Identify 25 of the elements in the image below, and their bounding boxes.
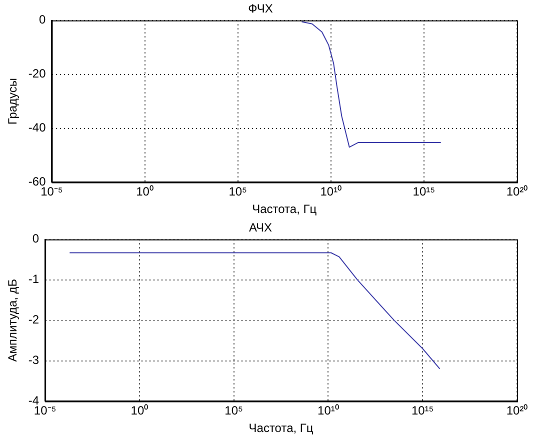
x-tick-label: 10⁻⁵	[40, 184, 63, 199]
x-axis-title: Частота, Гц	[252, 202, 317, 216]
x-tick-label: 10²⁰	[506, 404, 528, 418]
x-tick-label: 10⁻⁵	[34, 404, 56, 418]
y-tick-label: 0	[39, 12, 46, 27]
chart-title: АЧХ	[248, 220, 272, 235]
y-tick-label: -3	[28, 353, 40, 368]
chart-title: ФЧХ	[248, 2, 273, 16]
y-tick-label: -2	[28, 312, 40, 327]
x-tick-label: 10⁵	[224, 404, 244, 418]
x-tick-label: 10¹⁵	[411, 404, 434, 418]
x-tick-label: 10⁵	[228, 184, 248, 199]
y-tick-label: -40	[28, 120, 46, 135]
y-tick-label: 0	[32, 232, 40, 246]
y-tick-label: -1	[28, 272, 40, 286]
x-axis-title: Частота, Гц	[248, 421, 314, 436]
x-tick-label: 10¹⁰	[320, 184, 342, 199]
y-tick-label: -20	[28, 66, 46, 81]
x-tick-label: 10²⁰	[506, 184, 528, 199]
y-axis-title: Градусы	[6, 78, 20, 125]
y-axis-title: Амплитуда, дБ	[6, 278, 20, 362]
x-tick-label: 10⁰	[136, 184, 154, 199]
x-tick-label: 10¹⁵	[412, 184, 436, 199]
x-tick-label: 10¹⁰	[318, 404, 339, 418]
x-tick-label: 10⁰	[130, 404, 148, 418]
